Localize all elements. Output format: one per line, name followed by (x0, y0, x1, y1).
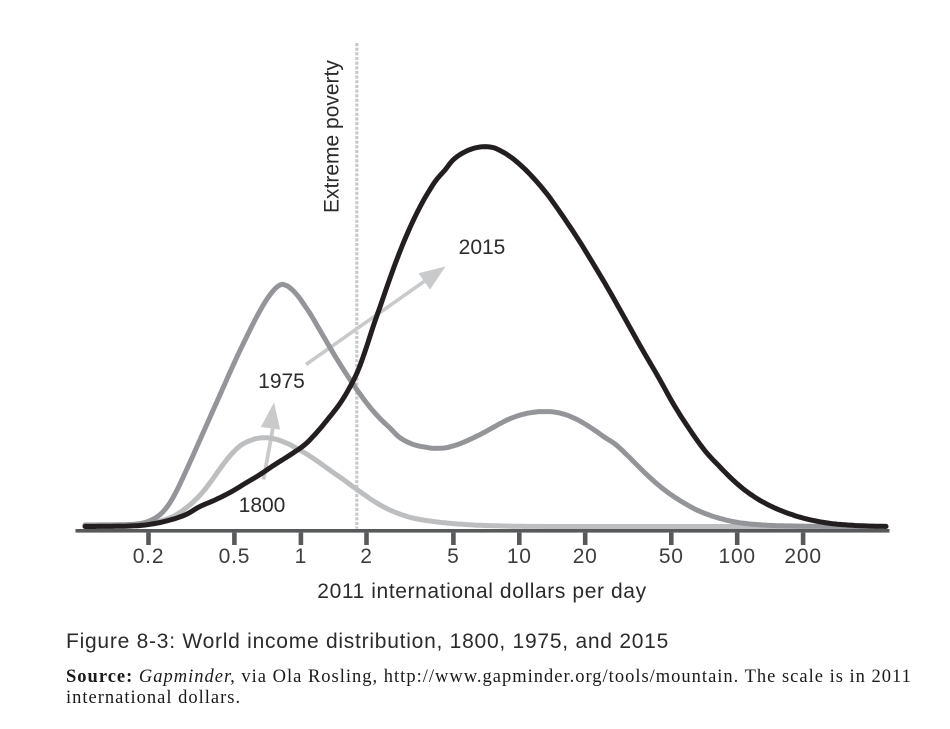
svg-text:1800: 1800 (239, 494, 286, 517)
svg-text:1975: 1975 (258, 370, 305, 393)
svg-text:5: 5 (447, 545, 459, 568)
svg-text:0.5: 0.5 (219, 545, 251, 568)
svg-text:2015: 2015 (459, 236, 506, 259)
svg-text:2011 international dollars per: 2011 international dollars per day (317, 580, 646, 603)
svg-text:2: 2 (360, 545, 372, 568)
svg-text:50: 50 (659, 545, 684, 568)
svg-text:200: 200 (784, 545, 821, 568)
svg-text:20: 20 (573, 545, 598, 568)
svg-text:0.2: 0.2 (133, 545, 165, 568)
svg-text:1: 1 (295, 545, 307, 568)
svg-text:10: 10 (507, 545, 532, 568)
svg-text:100: 100 (718, 545, 755, 568)
svg-text:Extreme poverty: Extreme poverty (321, 60, 344, 213)
